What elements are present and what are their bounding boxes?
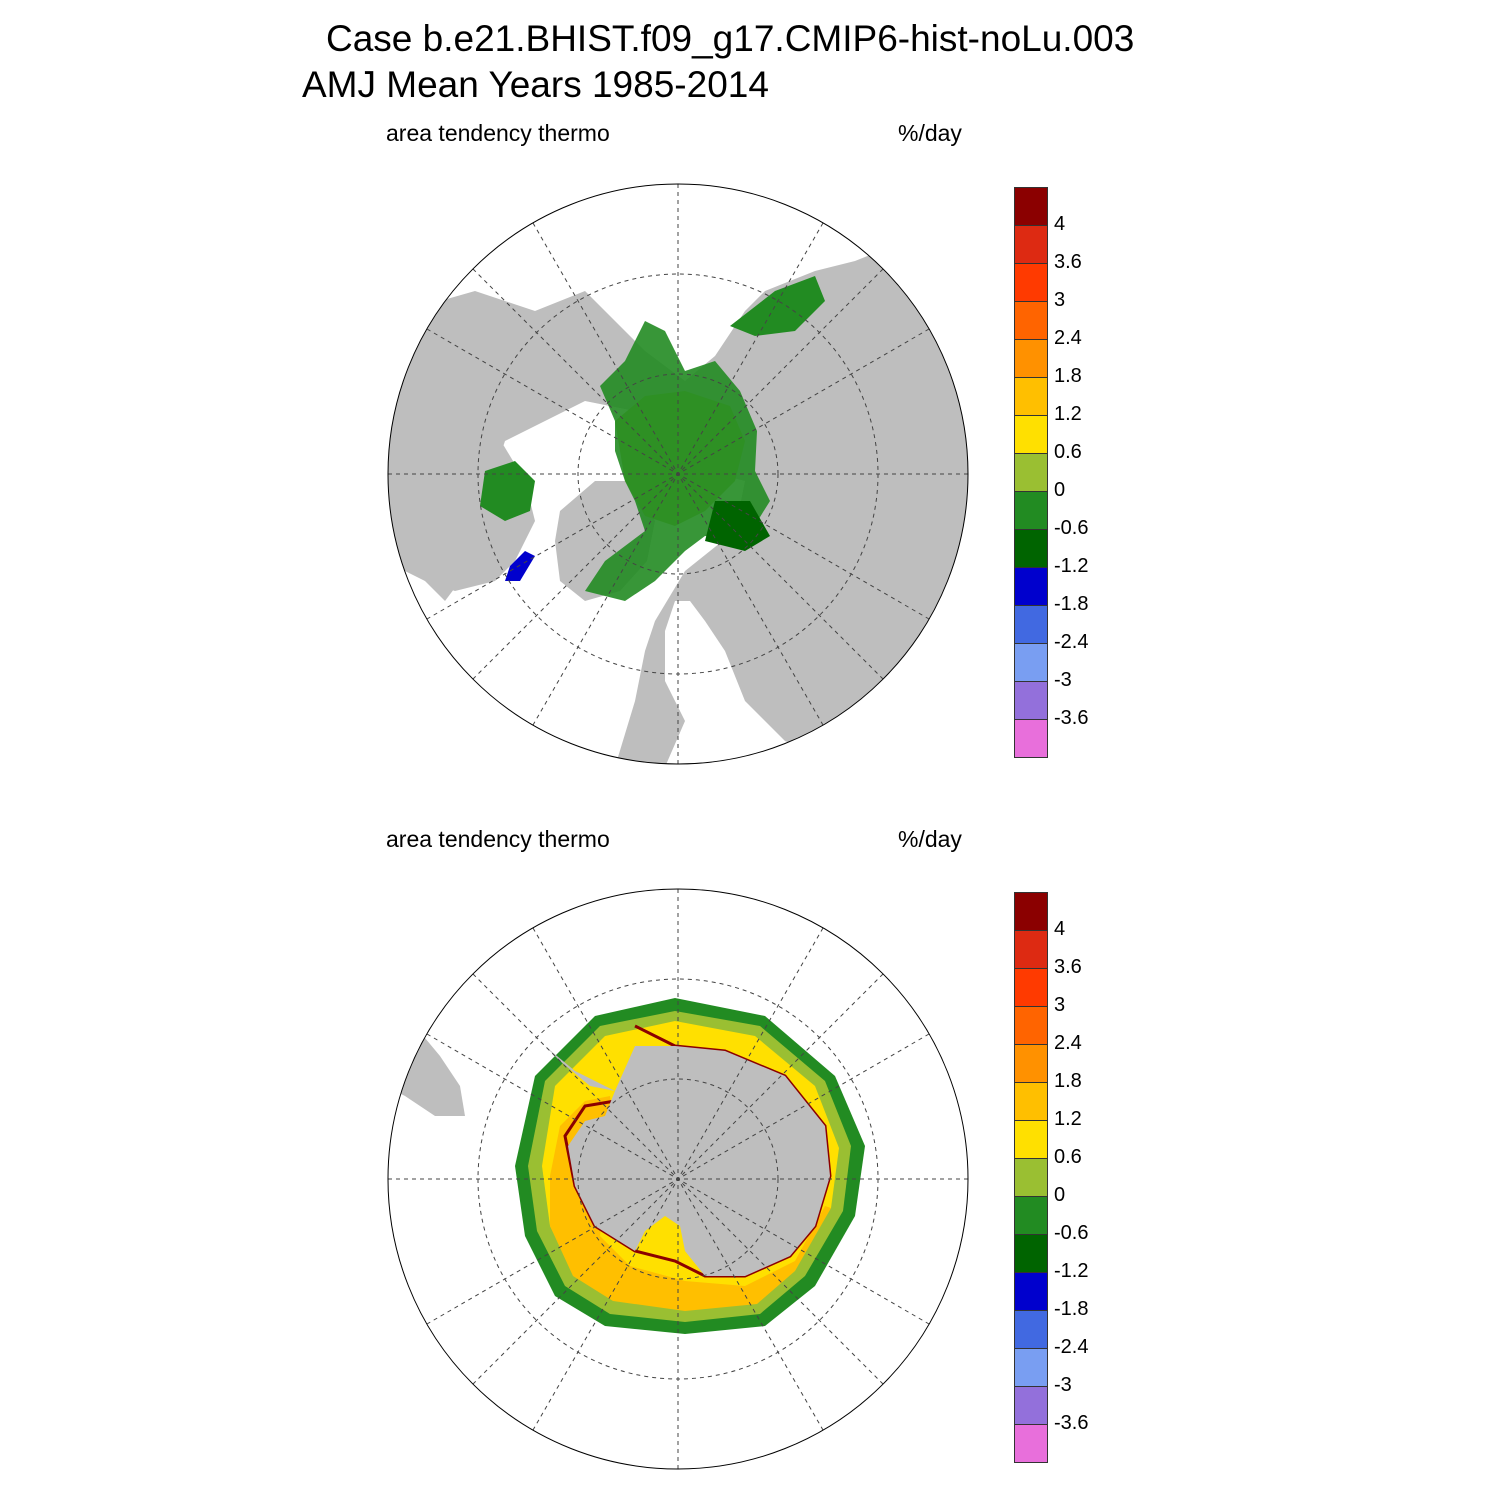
north-colorbar-tick-label: -1.2 [1054, 555, 1089, 577]
north-land-north-america [388, 331, 535, 591]
south-colorbar-box [1014, 1006, 1048, 1045]
north-colorbar-tick-label: 0.6 [1054, 441, 1082, 463]
north-land-eurasia-asia [388, 241, 968, 764]
north-colorbar-box [1014, 681, 1048, 720]
north-colorbar-box [1014, 263, 1048, 302]
north-colorbar-box [1014, 339, 1048, 378]
north-colorbar-tick-label: 3.6 [1054, 251, 1082, 273]
north-colorbar-box [1014, 491, 1048, 530]
north-colorbar-tick-label: 3 [1054, 289, 1066, 311]
north-colorbar-tick-label: -1.8 [1054, 593, 1089, 615]
north-ice-okhotsk [730, 276, 825, 336]
south-colorbar-box [1014, 930, 1048, 969]
north-colorbar-box [1014, 643, 1048, 682]
south-ice-orange [550, 1096, 831, 1311]
north-colorbar-box [1014, 301, 1048, 340]
north-colorbar-box [1014, 567, 1048, 606]
north-ice-hudson [480, 461, 535, 521]
north-colorbar-box [1014, 453, 1048, 492]
south-colorbar-box [1014, 1234, 1048, 1273]
north-colorbar-tick-label: 0 [1054, 479, 1066, 501]
south-colorbar-tick-label: -1.2 [1054, 1260, 1089, 1282]
north-colorbar-box [1014, 377, 1048, 416]
south-colorbar-tick-label: -0.6 [1054, 1222, 1089, 1244]
south-colorbar-tick-label: -3 [1054, 1374, 1072, 1396]
south-units-label: %/day [898, 826, 962, 852]
south-colorbar-box [1014, 1044, 1048, 1083]
south-colorbar-box [1014, 1386, 1048, 1425]
north-colorbar-tick-label: 4 [1054, 213, 1066, 235]
south-colorbar-box [1014, 1310, 1048, 1349]
north-colorbar-box [1014, 529, 1048, 568]
south-colorbar-box [1014, 1082, 1048, 1121]
north-colorbar-box [1014, 415, 1048, 454]
north-colorbar-tick-label: 1.2 [1054, 403, 1082, 425]
north-variable-label: area tendency thermo [386, 120, 610, 146]
south-colorbar-tick-label: 1.8 [1054, 1070, 1082, 1092]
north-colorbar-tick-label: -0.6 [1054, 517, 1089, 539]
south-colorbar-box [1014, 892, 1048, 931]
north-colorbar-tick-label: -2.4 [1054, 631, 1089, 653]
south-variable-label: area tendency thermo [386, 826, 610, 852]
north-polar-map [387, 183, 969, 765]
north-ice-labrador-blue [505, 551, 535, 581]
south-colorbar-tick-label: 0.6 [1054, 1146, 1082, 1168]
south-colorbar-box [1014, 968, 1048, 1007]
north-ice-band-dark [705, 501, 770, 551]
south-colorbar-tick-label: 2.4 [1054, 1032, 1082, 1054]
south-polar-map [387, 888, 969, 1470]
period-title: AMJ Mean Years 1985-2014 [302, 64, 769, 105]
case-title: Case b.e21.BHIST.f09_g17.CMIP6-hist-noLu… [326, 18, 1135, 59]
south-colorbar-tick-label: 0 [1054, 1184, 1066, 1206]
south-colorbar-box [1014, 1196, 1048, 1235]
south-colorbar-tick-label: 1.2 [1054, 1108, 1082, 1130]
north-colorbar-tick-label: -3.6 [1054, 707, 1089, 729]
south-colorbar-box [1014, 1120, 1048, 1159]
north-colorbar-box [1014, 225, 1048, 264]
south-colorbar-tick-label: -1.8 [1054, 1298, 1089, 1320]
south-colorbar-box [1014, 1424, 1048, 1463]
south-colorbar-box [1014, 1348, 1048, 1387]
north-colorbar-box [1014, 187, 1048, 226]
north-colorbar-box [1014, 605, 1048, 644]
south-colorbar-box [1014, 1272, 1048, 1311]
south-colorbar-tick-label: -2.4 [1054, 1336, 1089, 1358]
south-land-antarctica [568, 1046, 830, 1276]
south-colorbar-tick-label: -3.6 [1054, 1412, 1089, 1434]
south-colorbar-tick-label: 3.6 [1054, 956, 1082, 978]
south-colorbar-tick-label: 3 [1054, 994, 1066, 1016]
north-colorbar-tick-label: 2.4 [1054, 327, 1082, 349]
north-colorbar-box [1014, 719, 1048, 758]
south-colorbar-tick-label: 4 [1054, 918, 1066, 940]
north-units-label: %/day [898, 120, 962, 146]
south-colorbar-box [1014, 1158, 1048, 1197]
north-colorbar-tick-label: 1.8 [1054, 365, 1082, 387]
north-colorbar-tick-label: -3 [1054, 669, 1072, 691]
